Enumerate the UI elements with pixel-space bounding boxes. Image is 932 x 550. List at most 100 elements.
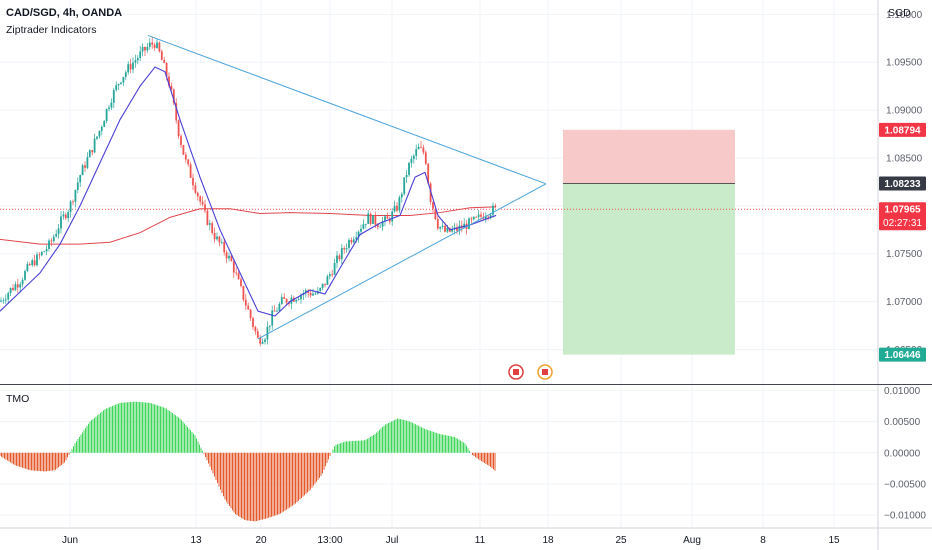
- indicator-title[interactable]: Ziptrader Indicators: [6, 24, 97, 36]
- candle-body: [391, 211, 394, 222]
- candle-body: [64, 214, 67, 219]
- candle-body: [26, 264, 29, 272]
- triangle-resistance-line: [147, 34, 547, 185]
- triangle-support-line: [257, 183, 547, 340]
- candle-body: [230, 255, 233, 262]
- candle-body: [148, 42, 151, 47]
- candle-body: [196, 192, 199, 197]
- candle-body: [228, 255, 230, 259]
- time-tick-label: 11: [475, 535, 486, 546]
- price-tick-label: 1.09000: [886, 106, 923, 117]
- stop-loss-zone: [563, 129, 735, 184]
- candle-body: [362, 224, 365, 229]
- candle-body: [237, 273, 240, 280]
- candle-body: [81, 165, 84, 176]
- candle-body: [396, 205, 398, 211]
- candle-body: [352, 239, 355, 243]
- candle-body: [88, 150, 91, 158]
- candle-body: [451, 229, 454, 232]
- grid-lines: [0, 0, 878, 528]
- time-tick-label: 20: [255, 535, 267, 546]
- candle-body: [127, 64, 130, 73]
- candle-body: [74, 189, 77, 202]
- candle-body: [422, 147, 425, 153]
- candle-body: [235, 272, 238, 274]
- candle-body: [165, 63, 168, 77]
- candle-body: [31, 260, 34, 266]
- candle-body: [417, 146, 420, 150]
- candle-body: [350, 240, 353, 243]
- candle-body: [446, 227, 449, 232]
- time-tick-label: 8: [760, 535, 766, 546]
- candle-body: [55, 233, 58, 237]
- candle-body: [91, 150, 94, 153]
- oscillator-axis-ticks: 0.01000 0.00500 0.00000 −0.00500 −0.01000: [884, 386, 926, 522]
- candle-body: [79, 175, 82, 183]
- candle-body: [62, 214, 65, 217]
- candle-body: [254, 326, 257, 332]
- entry-price-label-box: [879, 176, 926, 191]
- candle-body: [472, 216, 475, 220]
- candle-body: [240, 279, 242, 287]
- oscillator-title[interactable]: TMO: [6, 393, 30, 405]
- candle-body: [67, 211, 70, 219]
- candle-body: [345, 248, 348, 250]
- candle-body: [444, 225, 446, 232]
- time-tick-label: 25: [615, 535, 627, 546]
- candle-body: [172, 89, 175, 104]
- candle-body: [220, 242, 223, 243]
- candle-body: [477, 214, 480, 217]
- candle-body: [129, 64, 132, 70]
- time-tick-label: 18: [542, 535, 554, 546]
- candle-body: [376, 224, 379, 227]
- candle-body: [280, 297, 283, 304]
- candle-body: [398, 197, 401, 211]
- candle-body: [369, 213, 372, 224]
- candle-body: [86, 157, 89, 168]
- economic-events[interactable]: [508, 364, 553, 380]
- price-labels: 1.08794 1.08233 1.07965 02:27:31 1.06446: [879, 122, 926, 362]
- candle-body: [103, 121, 106, 127]
- candle-body: [338, 255, 341, 260]
- stop-price-label-box: [879, 122, 926, 137]
- candle-body: [36, 254, 38, 266]
- candle-body: [232, 261, 235, 273]
- candle-body: [24, 271, 26, 280]
- candle-body: [357, 231, 360, 238]
- position-tool[interactable]: [0, 129, 878, 355]
- candle-body: [434, 208, 437, 220]
- candle-body: [194, 185, 197, 193]
- candle-body: [273, 310, 276, 312]
- triangle-pattern[interactable]: [147, 34, 547, 340]
- candle-body: [151, 42, 154, 45]
- time-tick-label: Jun: [62, 535, 78, 546]
- candle-body: [223, 242, 226, 253]
- candle-body: [268, 325, 271, 327]
- candle-body: [484, 216, 487, 219]
- time-axis-ticks: Jun 13 20 13:00 Jul 11 18 25 Aug 8 15: [62, 535, 840, 546]
- candle-body: [189, 164, 192, 178]
- candle-body: [386, 216, 389, 219]
- candle-body: [278, 303, 281, 311]
- candle-body: [494, 205, 497, 207]
- candle-body: [252, 318, 254, 327]
- candle-body: [0, 300, 2, 302]
- candle-body: [60, 216, 62, 229]
- candle-body: [163, 59, 166, 64]
- candle-body: [16, 284, 19, 288]
- candle-body: [480, 214, 482, 217]
- candle-body: [393, 205, 396, 212]
- candle-body: [297, 299, 300, 301]
- price-tick-label: 1.08500: [886, 153, 923, 164]
- oscillator-tick-label: 0.00500: [884, 417, 921, 428]
- candle-body: [261, 341, 264, 344]
- candle-body: [340, 248, 343, 260]
- candle-body: [355, 237, 358, 240]
- candle-body: [134, 60, 137, 63]
- symbol-title[interactable]: CAD/SGD, 4h, OANDA: [6, 7, 123, 19]
- candle-body: [300, 294, 302, 300]
- candle-body: [415, 149, 418, 156]
- candle-body: [439, 227, 442, 229]
- candle-body: [456, 227, 458, 231]
